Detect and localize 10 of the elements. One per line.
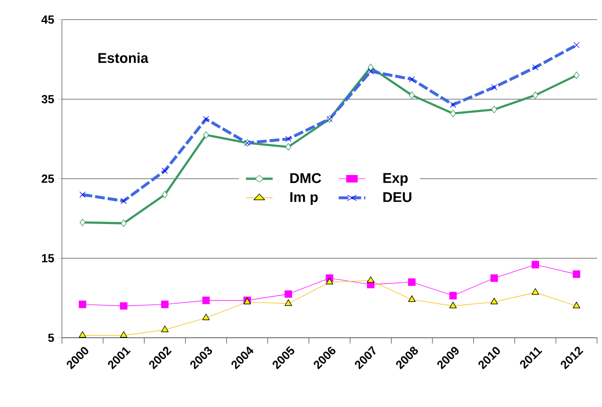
y-tick-label: 5	[48, 334, 54, 342]
legend-label: DMC	[290, 173, 322, 184]
y-tick-label: 45	[41, 16, 54, 24]
legend-label: DEU	[383, 192, 412, 202]
y-tick-label: 35	[42, 95, 54, 104]
legend-label: Im p	[290, 192, 318, 206]
y-tick-label: 25	[42, 174, 54, 184]
text: Estonia	[98, 52, 148, 64]
y-tick-label: 15	[42, 254, 54, 263]
legend-label: Exp	[383, 173, 408, 186]
